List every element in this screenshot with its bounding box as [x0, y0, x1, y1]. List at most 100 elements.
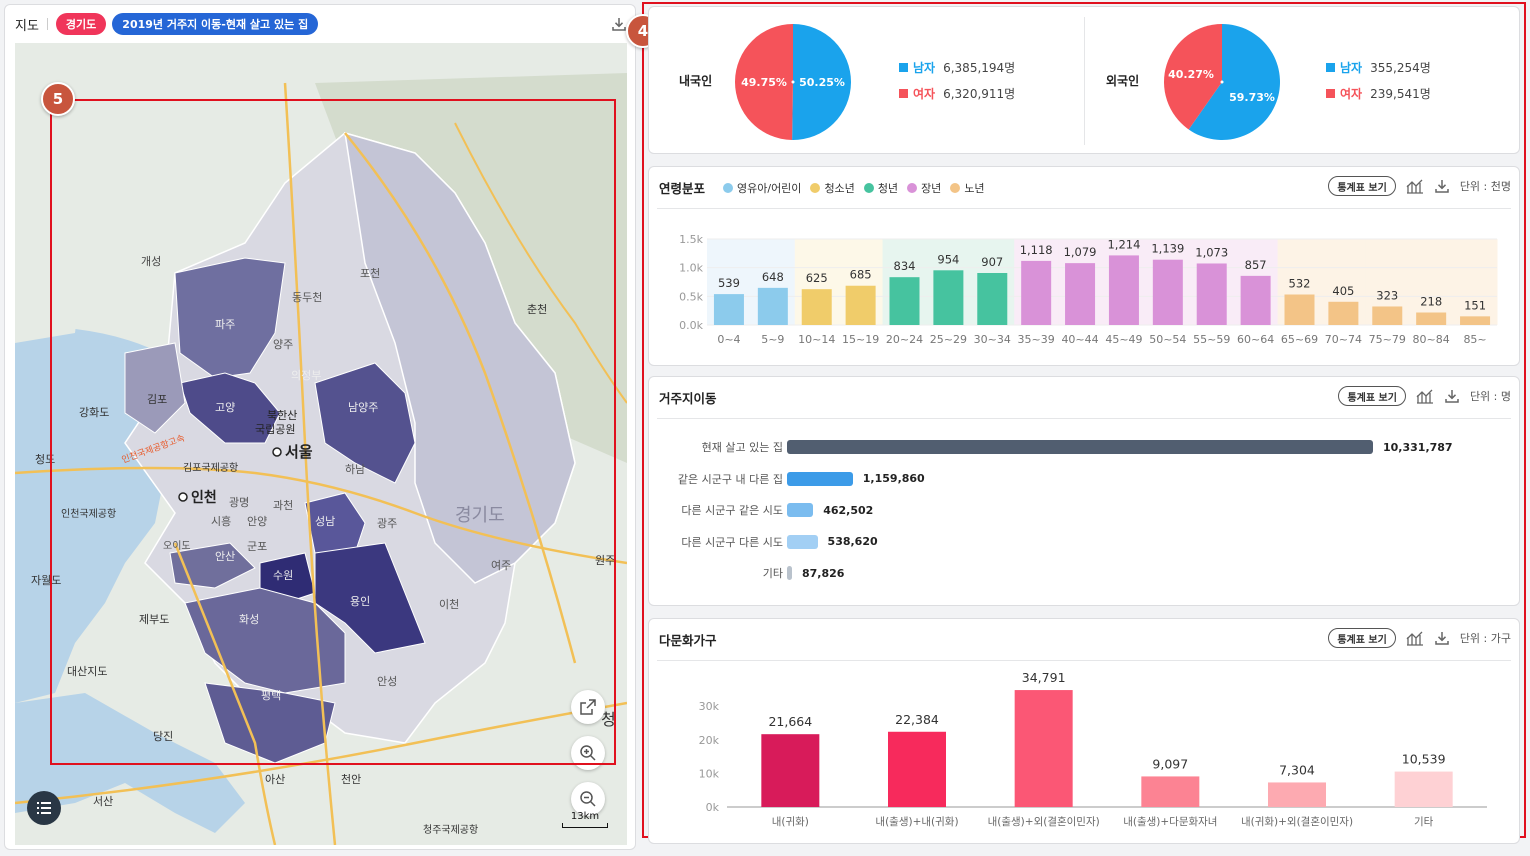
male-value: 6,385,194명 [943, 61, 1016, 75]
age-bar [801, 289, 832, 325]
stat-table-button[interactable]: 통계표 보기 [1328, 176, 1396, 196]
migration-bar[interactable] [787, 471, 853, 486]
map-canvas[interactable]: 개성 파주 양주 포천 동두천 춘천 김포 고양 의정부 남양주 강화도 북한산… [15, 43, 627, 845]
incheon-marker [178, 492, 188, 502]
download-icon[interactable] [1434, 178, 1450, 194]
y-tick-label: 1.5k [679, 233, 703, 246]
chart-icon[interactable] [1406, 630, 1424, 646]
age-bar [1021, 260, 1052, 325]
map-label: 인천 [191, 489, 217, 506]
x-tick-label: 5~9 [761, 333, 784, 346]
y-tick-label: 1.0k [679, 262, 703, 275]
age-legend: 영유아/어린이 청소년 청년 장년 노년 [723, 180, 985, 196]
bar-value-label: 1,214 [1107, 237, 1140, 251]
bar-value-label: 857 [1245, 258, 1267, 272]
pie-slice-female [1164, 24, 1222, 130]
x-tick-label: 50~54 [1149, 333, 1186, 346]
bar-value-label: 1,139 [1151, 242, 1184, 256]
bar-value-label: 405 [1332, 284, 1354, 298]
stat-table-button[interactable]: 통계표 보기 [1328, 628, 1396, 648]
fullscreen-button[interactable] [571, 690, 605, 724]
migration-row-label: 다른 시군구 다른 시도 [681, 535, 783, 549]
layer-chip[interactable]: 2019년 거주지 이동-현재 살고 있는 집 [112, 13, 319, 35]
district-ansan [169, 542, 256, 589]
map-label: 포천 [360, 266, 380, 280]
download-icon[interactable] [1444, 388, 1460, 404]
unit-label: 단위 : 천명 [1459, 180, 1511, 193]
migration-row: 다른 시군구 같은 시도 462,502 [649, 500, 873, 520]
bar-value-label: 1,079 [1064, 245, 1097, 259]
highway [283, 82, 337, 845]
male-value: 355,254명 [1370, 61, 1431, 75]
map-label: 화성 [239, 613, 259, 626]
migration-row-label: 다른 시군구 같은 시도 [681, 504, 783, 517]
pie-center-dot [1220, 80, 1224, 84]
legend-item[interactable]: 장년 [907, 180, 941, 196]
legend-toggle-button[interactable] [27, 791, 61, 825]
download-icon[interactable] [1434, 630, 1450, 646]
age-bar [977, 272, 1008, 325]
x-tick-label: 내(귀화)+외(결혼이민자) [1241, 815, 1353, 828]
chart-icon[interactable] [1416, 388, 1434, 404]
chart-icon[interactable] [1406, 178, 1424, 194]
map-label: 춘천 [527, 302, 547, 316]
bar-value-label: 10,539 [1402, 752, 1446, 767]
multicultural-bar [1394, 771, 1453, 807]
map-label: 안양 [247, 515, 267, 528]
bar-value-label: 532 [1289, 276, 1311, 290]
legend-item[interactable]: 영유아/어린이 [723, 180, 801, 196]
x-tick-label: 80~84 [1413, 333, 1450, 346]
x-tick-label: 내(출생)+외(결혼이민자) [988, 815, 1100, 828]
map-label: 제부도 [139, 613, 169, 626]
map-label: 군포 [247, 540, 267, 553]
x-tick-label: 내(출생)+다문화자녀 [1123, 816, 1217, 828]
y-tick-label: 0.5k [679, 290, 703, 303]
migration-value: 538,620 [827, 535, 878, 548]
bar-value-label: 648 [762, 270, 784, 284]
map-label: 의정부 [291, 369, 321, 382]
legend-swatch [723, 183, 733, 193]
sea-area [15, 333, 165, 703]
x-tick-label: 기타 [1414, 816, 1434, 828]
age-bar [1328, 301, 1359, 325]
x-tick-label: 30~34 [974, 333, 1011, 346]
migration-bar[interactable] [787, 566, 792, 580]
map-label: 아산 [265, 773, 285, 786]
divider [46, 18, 48, 30]
x-tick-label: 55~59 [1193, 333, 1230, 346]
map-label: 천안 [341, 772, 361, 786]
annotation-marker-5: 5 [41, 82, 75, 116]
x-tick-label: 85~ [1463, 333, 1486, 346]
y-tick-label: 30k [699, 700, 720, 713]
region-chip[interactable]: 경기도 [55, 13, 107, 35]
age-bar [1240, 275, 1271, 325]
migration-bar[interactable] [787, 440, 1373, 454]
migration-bar[interactable] [787, 534, 818, 549]
download-icon[interactable] [611, 16, 627, 32]
unit-label: 단위 : 명 [1469, 390, 1511, 403]
bar-value-label: 625 [806, 271, 828, 285]
zoom-out-button[interactable] [571, 782, 605, 816]
stat-table-button[interactable]: 통계표 보기 [1338, 386, 1406, 406]
population-card: 내국인 49.75% 50.25% 남자 6,385,194명 여자 6,320,9… [648, 6, 1520, 154]
map-label: 안산 [215, 550, 235, 563]
x-tick-label: 15~19 [842, 333, 879, 346]
bar-value-label: 1,073 [1195, 245, 1228, 259]
legend-item[interactable]: 청소년 [810, 180, 855, 196]
district-goyang [179, 372, 281, 444]
female-key: 여자 [1340, 87, 1363, 101]
map-title: 지도 [15, 18, 39, 34]
legend-item[interactable]: 청년 [863, 180, 898, 196]
map-label: 강화도 [79, 406, 109, 419]
bar-value-label: 954 [937, 252, 959, 266]
map-label: 평택 [261, 689, 281, 702]
foreign-pie: 40.27% 59.73% [1164, 24, 1280, 140]
migration-value: 462,502 [823, 503, 874, 517]
legend-item[interactable]: 노년 [950, 180, 985, 196]
legend-female: 여자 6,320,911명 [899, 81, 1015, 107]
migration-bar[interactable] [787, 503, 814, 517]
map-label: 원주 [595, 554, 615, 567]
multicultural-bar [888, 731, 946, 807]
foreign-label: 외국인 [1106, 74, 1140, 88]
age-bar [1065, 263, 1096, 325]
